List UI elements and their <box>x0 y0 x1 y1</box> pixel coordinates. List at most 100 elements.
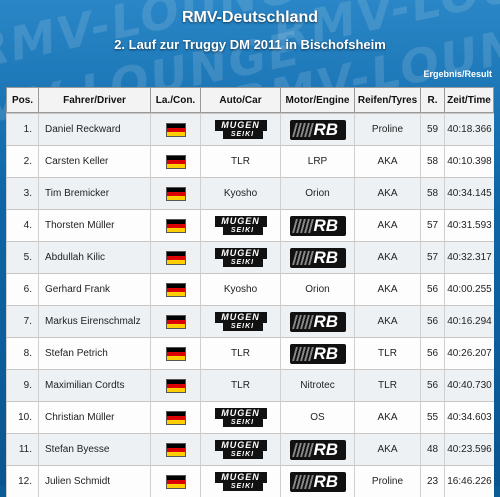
tyres-cell: AKA <box>354 145 420 177</box>
rb-logo-text: RB <box>313 439 339 459</box>
position-cell: 6. <box>6 273 38 305</box>
germany-flag-icon <box>165 154 186 169</box>
time-cell: 40:23.596 <box>444 433 494 465</box>
rb-logo-text: RB <box>313 343 339 363</box>
mugen-logo-text: MUGEN <box>214 472 267 483</box>
germany-flag-icon <box>165 122 186 137</box>
rb-logo-stripes <box>291 314 314 329</box>
table-row: 10. Christian Müller MUGEN SEIKI OS AKA 55 40:3… <box>6 401 494 433</box>
flag-stripe <box>166 159 185 164</box>
flag-stripe <box>166 351 185 356</box>
flag-stripe <box>166 347 185 352</box>
column-header: Zeit/Time <box>444 87 494 113</box>
mugen-seiki-logo: MUGEN SEIKI <box>214 472 267 491</box>
column-header: R. <box>420 87 444 113</box>
engine-cell: Orion <box>280 177 354 209</box>
time-cell: 40:31.593 <box>444 209 494 241</box>
column-header: Pos. <box>6 87 38 113</box>
tyres-cell: AKA <box>354 241 420 273</box>
germany-flag-icon <box>165 410 186 425</box>
tyres-cell: AKA <box>354 273 420 305</box>
rb-logo-text: RB <box>313 311 339 331</box>
rb-logo-stripes <box>291 442 314 457</box>
car-cell: TLR <box>200 145 280 177</box>
flag-stripe <box>166 227 185 232</box>
rounds-cell: 48 <box>420 433 444 465</box>
driver-cell: Stefan Petrich <box>38 337 150 369</box>
germany-flag-icon <box>165 314 186 329</box>
page-subtitle: 2. Lauf zur Truggy DM 2011 in Bischofshe… <box>114 37 386 52</box>
flag-stripe <box>166 447 185 452</box>
country-cell <box>150 369 200 401</box>
driver-cell: Stefan Byesse <box>38 433 150 465</box>
flag-stripe <box>166 195 185 200</box>
car-cell: Kyosho <box>200 177 280 209</box>
mugen-logo-text: MUGEN <box>214 312 267 323</box>
flag-stripe <box>166 131 185 136</box>
tyres-cell: AKA <box>354 433 420 465</box>
flag-stripe <box>166 291 185 296</box>
table-row: 8. Stefan Petrich TLR RB TLR 56 40:26.207 <box>6 337 494 369</box>
car-cell: MUGEN SEIKI <box>200 401 280 433</box>
mugen-seiki-logo: MUGEN SEIKI <box>214 312 267 331</box>
seiki-logo-text: SEIKI <box>222 323 263 331</box>
country-cell <box>150 273 200 305</box>
rounds-cell: 56 <box>420 337 444 369</box>
germany-flag-icon <box>165 218 186 233</box>
car-cell: TLR <box>200 369 280 401</box>
car-cell: MUGEN SEIKI <box>200 465 280 497</box>
rounds-cell: 57 <box>420 209 444 241</box>
flag-stripe <box>166 319 185 324</box>
mugen-logo-text: MUGEN <box>214 440 267 451</box>
mugen-seiki-logo: MUGEN SEIKI <box>214 440 267 459</box>
rb-logo: RB <box>289 215 346 236</box>
position-cell: 1. <box>6 113 38 145</box>
car-cell: MUGEN SEIKI <box>200 433 280 465</box>
country-cell <box>150 113 200 145</box>
car-cell: TLR <box>200 337 280 369</box>
rounds-cell: 56 <box>420 369 444 401</box>
seiki-logo-text: SEIKI <box>222 419 263 427</box>
flag-stripe <box>166 127 185 132</box>
flag-stripe <box>166 475 185 480</box>
seiki-logo-text: SEIKI <box>222 483 263 491</box>
position-cell: 10. <box>6 401 38 433</box>
flag-stripe <box>166 479 185 484</box>
position-cell: 7. <box>6 305 38 337</box>
driver-cell: Daniel Reckward <box>38 113 150 145</box>
rb-logo: RB <box>289 439 346 460</box>
column-header: Fahrer/Driver <box>38 87 150 113</box>
flag-stripe <box>166 451 185 456</box>
tyres-cell: TLR <box>354 337 420 369</box>
rounds-cell: 55 <box>420 401 444 433</box>
flag-stripe <box>166 323 185 328</box>
position-cell: 4. <box>6 209 38 241</box>
mugen-logo-text: MUGEN <box>214 120 267 131</box>
flag-stripe <box>166 219 185 224</box>
flag-stripe <box>166 411 185 416</box>
results-body: 1. Daniel Reckward MUGEN SEIKI RB Proline 59 40… <box>6 113 494 497</box>
position-cell: 3. <box>6 177 38 209</box>
column-header: Motor/Engine <box>280 87 354 113</box>
car-cell: MUGEN SEIKI <box>200 113 280 145</box>
time-cell: 40:16.294 <box>444 305 494 337</box>
rounds-cell: 58 <box>420 145 444 177</box>
position-cell: 5. <box>6 241 38 273</box>
mugen-logo-text: MUGEN <box>214 248 267 259</box>
engine-cell: RB <box>280 337 354 369</box>
seiki-logo-text: SEIKI <box>222 451 263 459</box>
time-cell: 40:34.145 <box>444 177 494 209</box>
table-row: 6. Gerhard Frank Kyosho Orion AKA 56 40:00.255 <box>6 273 494 305</box>
tyres-cell: AKA <box>354 305 420 337</box>
table-row: 4. Thorsten Müller MUGEN SEIKI RB AKA 57 40:31.… <box>6 209 494 241</box>
flag-stripe <box>166 387 185 392</box>
rb-logo: RB <box>289 119 346 140</box>
flag-stripe <box>166 223 185 228</box>
rb-logo: RB <box>289 343 346 364</box>
driver-cell: Markus Eirenschmalz <box>38 305 150 337</box>
flag-stripe <box>166 187 185 192</box>
car-cell: Kyosho <box>200 273 280 305</box>
header-row: Pos. Fahrer/Driver La./Con. Auto/Car Mot… <box>6 87 494 113</box>
germany-flag-icon <box>165 282 186 297</box>
driver-cell: Maximilian Cordts <box>38 369 150 401</box>
